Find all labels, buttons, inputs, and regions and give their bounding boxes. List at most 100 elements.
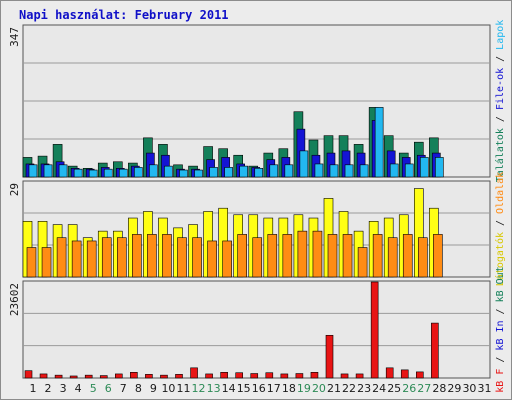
bar-kb-f-day-11: [175, 374, 183, 379]
bar-lapok-day-13: [209, 167, 218, 178]
x-tick-label-day-10: 10: [161, 382, 175, 395]
right-legend-panel-3: kB F / kB In / kB Out: [495, 266, 506, 392]
bar-kb-f-day-10: [160, 374, 168, 379]
x-tick-label-day-2: 2: [45, 382, 52, 395]
bar-kb-f-day-13: [205, 373, 213, 379]
right-legend-panel-2: Látogatók / Oldalak: [494, 172, 506, 286]
bar-lapok-day-7: [119, 168, 128, 178]
bar-lapok-day-9: [149, 164, 158, 178]
x-tick-label-day-24: 24: [372, 382, 386, 395]
bar-lapok-day-11: [179, 169, 188, 178]
x-tick-label-day-30: 30: [462, 382, 476, 395]
bar-sites-day-19: [297, 230, 308, 278]
legend-segment: Látogatók: [494, 232, 506, 286]
bar-kb-f-day-21: [325, 334, 334, 379]
bar-lapok-day-16: [254, 167, 264, 178]
x-tick-label-day-22: 22: [342, 382, 356, 395]
bar-lapok-day-20: [314, 163, 324, 178]
x-tick-label-day-15: 15: [237, 382, 251, 395]
bar-lapok-day-10: [164, 165, 173, 178]
bar-sites-day-23: [357, 247, 368, 278]
right-legend-panel-1: Találatok / File-ok / Lapok: [494, 20, 506, 183]
x-tick-label-day-12: 12: [192, 382, 206, 395]
legend-segment: kB In: [495, 320, 506, 350]
bar-lapok-day-12: [194, 169, 203, 178]
legend-segment: /: [495, 50, 506, 68]
bar-lapok-day-21: [329, 164, 339, 178]
bar-kb-f-day-20: [310, 372, 319, 379]
bar-kb-f-day-5: [84, 374, 93, 379]
x-tick-label-day-9: 9: [150, 382, 157, 395]
x-tick-label-day-23: 23: [357, 382, 371, 395]
bar-sites-day-15: [237, 234, 247, 278]
bar-sites-day-25: [387, 237, 398, 278]
bar-lapok-day-8: [134, 167, 143, 178]
bar-lapok-day-15: [239, 165, 248, 178]
x-tick-label-day-26: 26: [402, 382, 416, 395]
x-tick-label-day-1: 1: [30, 382, 37, 395]
bar-kb-f-day-1: [24, 370, 33, 379]
x-tick-label-day-11: 11: [177, 382, 191, 395]
x-tick-label-day-8: 8: [135, 382, 142, 395]
bar-kb-f-day-3: [54, 374, 63, 379]
x-tick-label-day-3: 3: [60, 382, 67, 395]
bar-sites-day-11: [177, 237, 187, 278]
legend-segment: /: [495, 110, 506, 128]
bar-kb-f-day-23: [355, 373, 364, 379]
bar-sites-day-13: [207, 240, 217, 278]
bar-sites-day-17: [267, 234, 278, 278]
bar-sites-day-20: [312, 230, 323, 278]
bar-kb-f-day-28: [431, 322, 439, 379]
bar-kb-f-day-19: [295, 373, 304, 379]
bar-lapok-day-28: [435, 157, 444, 178]
bar-lapok-day-22: [344, 164, 354, 178]
x-tick-label-day-27: 27: [417, 382, 431, 395]
bar-sites-day-12: [192, 237, 202, 278]
bar-lapok-day-17: [269, 164, 279, 178]
bar-kb-f-day-25: [385, 367, 394, 379]
bar-kb-f-day-9: [145, 374, 153, 379]
y-max-label-panel-3: 23602: [8, 283, 21, 316]
chart-title: Napi használat: February 2011: [19, 8, 229, 22]
bar-kb-f-day-12: [190, 367, 198, 379]
bar-sites-day-24: [372, 234, 383, 278]
bar-kb-f-day-4: [69, 375, 78, 379]
bar-kb-f-day-18: [280, 373, 289, 379]
legend-segment: /: [495, 302, 506, 320]
bar-lapok-day-26: [404, 163, 414, 178]
bar-sites-day-1: [26, 247, 37, 278]
bar-lapok-day-3: [58, 164, 68, 178]
x-tick-label-day-13: 13: [207, 382, 221, 395]
bar-sites-day-18: [282, 234, 293, 278]
bar-sites-day-21: [327, 234, 338, 278]
bar-kb-f-day-26: [400, 369, 409, 379]
bar-sites-day-2: [41, 247, 52, 278]
legend-segment: Oldalak: [495, 172, 506, 214]
bar-kb-f-day-27: [415, 371, 424, 379]
bar-kb-f-day-15: [235, 372, 243, 379]
bar-lapok-day-5: [88, 169, 98, 178]
x-tick-label-day-31: 31: [478, 382, 492, 395]
legend-segment: kB F: [495, 369, 506, 393]
bar-sites-day-16: [252, 237, 263, 278]
bar-lapok-day-25: [389, 163, 399, 178]
bar-lapok-day-18: [284, 164, 294, 178]
bar-kb-f-day-8: [130, 372, 138, 379]
bar-kb-f-day-6: [99, 375, 108, 379]
x-tick-label-day-17: 17: [267, 382, 281, 395]
bar-kb-f-day-2: [39, 373, 48, 379]
x-tick-label-day-6: 6: [105, 382, 112, 395]
x-tick-label-day-25: 25: [387, 382, 401, 395]
x-tick-label-day-16: 16: [252, 382, 266, 395]
x-tick-label-day-21: 21: [327, 382, 341, 395]
legend-segment: Találatok: [494, 128, 506, 182]
bar-sites-day-26: [402, 234, 413, 278]
bar-sites-day-14: [222, 240, 232, 278]
bar-kb-f-day-7: [115, 373, 123, 379]
bar-lapok-day-24: [374, 107, 384, 178]
legend-segment: File-ok: [495, 68, 506, 110]
bar-kb-f-day-24: [370, 281, 379, 379]
bar-kb-f-day-16: [250, 373, 259, 379]
bar-kb-f-day-22: [340, 373, 349, 379]
